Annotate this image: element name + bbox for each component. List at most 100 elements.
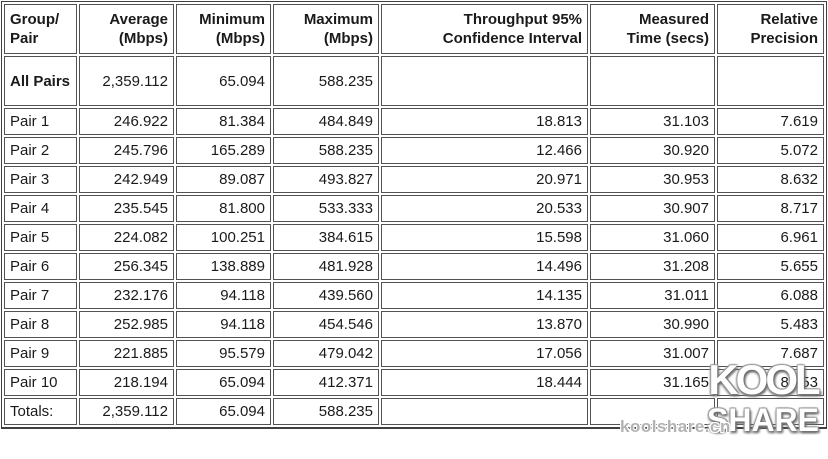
value-cell: 533.333 [273, 195, 379, 222]
row-label: Pair 9 [4, 340, 77, 367]
table-row: Pair 6 256.345 138.889 481.928 14.496 31.208 5… [4, 253, 824, 280]
value-cell: 2,359.112 [79, 56, 174, 106]
value-cell: 94.118 [176, 311, 271, 338]
value-cell: 252.985 [79, 311, 174, 338]
value-cell: 588.235 [273, 137, 379, 164]
header-line: Precision [750, 30, 818, 47]
value-cell: 81.800 [176, 195, 271, 222]
value-cell: 17.056 [381, 340, 588, 367]
value-cell: 65.094 [176, 369, 271, 396]
header-line: (Mbps) [118, 30, 168, 47]
value-cell: 30.953 [590, 166, 715, 193]
table-row: Pair 9 221.885 95.579 479.042 17.056 31.007 7.… [4, 340, 824, 367]
table-row: Pair 8 252.985 94.118 454.546 13.870 30.990 5.… [4, 311, 824, 338]
table-row: Pair 1 246.922 81.384 484.849 18.813 31.103 7.… [4, 108, 824, 135]
header-line: Maximum [303, 11, 373, 28]
throughput-results-table: Group/ Pair Average (Mbps) Minimum (Mbps… [1, 1, 827, 429]
value-cell: 81.384 [176, 108, 271, 135]
value-cell: 18.813 [381, 108, 588, 135]
value-cell: 65.094 [176, 398, 271, 425]
row-label: Pair 8 [4, 311, 77, 338]
row-label: Pair 4 [4, 195, 77, 222]
header-line: (Mbps) [323, 30, 373, 47]
header-line: Relative [760, 11, 818, 28]
value-cell: 588.235 [273, 398, 379, 425]
value-cell: 138.889 [176, 253, 271, 280]
header-line: (Mbps) [215, 30, 265, 47]
value-cell: 18.444 [381, 369, 588, 396]
value-cell: 6.088 [717, 282, 824, 309]
value-cell: 8.632 [717, 166, 824, 193]
column-header-maximum: Maximum (Mbps) [273, 4, 379, 54]
value-cell: 15.598 [381, 224, 588, 251]
value-cell: 218.194 [79, 369, 174, 396]
value-cell: 14.496 [381, 253, 588, 280]
value-cell: 481.928 [273, 253, 379, 280]
value-cell [381, 398, 588, 425]
value-cell: 484.849 [273, 108, 379, 135]
header-line: Measured [638, 11, 709, 28]
value-cell: 246.922 [79, 108, 174, 135]
table-row: All Pairs 2,359.112 65.094 588.235 [4, 56, 824, 106]
value-cell: 221.885 [79, 340, 174, 367]
row-label: Pair 5 [4, 224, 77, 251]
column-header-average: Average (Mbps) [79, 4, 174, 54]
row-label: Pair 6 [4, 253, 77, 280]
value-cell: 30.990 [590, 311, 715, 338]
header-line: Minimum [199, 11, 265, 28]
row-label: Pair 7 [4, 282, 77, 309]
value-cell: 20.971 [381, 166, 588, 193]
table-row: Totals: 2,359.112 65.094 588.235 [4, 398, 824, 425]
column-header-measured-time: Measured Time (secs) [590, 4, 715, 54]
value-cell: 479.042 [273, 340, 379, 367]
row-label: Pair 3 [4, 166, 77, 193]
header-line: Pair [10, 30, 39, 47]
value-cell: 12.466 [381, 137, 588, 164]
value-cell: 14.135 [381, 282, 588, 309]
value-cell: 7.619 [717, 108, 824, 135]
table-row: Pair 2 245.796 165.289 588.235 12.466 30.920 5… [4, 137, 824, 164]
row-label: Pair 2 [4, 137, 77, 164]
value-cell: 94.118 [176, 282, 271, 309]
value-cell: 224.082 [79, 224, 174, 251]
value-cell [717, 398, 824, 425]
table-row: Pair 4 235.545 81.800 533.333 20.533 30.907 8.… [4, 195, 824, 222]
header-line: Average [109, 11, 168, 28]
value-cell: 235.545 [79, 195, 174, 222]
value-cell: 256.345 [79, 253, 174, 280]
row-label: Pair 10 [4, 369, 77, 396]
value-cell: 232.176 [79, 282, 174, 309]
value-cell: 493.827 [273, 166, 379, 193]
header-line: Time (secs) [626, 30, 709, 47]
value-cell [590, 56, 715, 106]
column-header-group-pair: Group/ Pair [4, 4, 77, 54]
value-cell: 245.796 [79, 137, 174, 164]
value-cell: 2,359.112 [79, 398, 174, 425]
value-cell: 65.094 [176, 56, 271, 106]
value-cell: 454.546 [273, 311, 379, 338]
value-cell: 31.011 [590, 282, 715, 309]
value-cell: 95.579 [176, 340, 271, 367]
table-row: Pair 5 224.082 100.251 384.615 15.598 31.060 6… [4, 224, 824, 251]
value-cell: 31.007 [590, 340, 715, 367]
column-header-minimum: Minimum (Mbps) [176, 4, 271, 54]
table-row: Pair 7 232.176 94.118 439.560 14.135 31.011 6.… [4, 282, 824, 309]
value-cell: 6.961 [717, 224, 824, 251]
value-cell: 5.483 [717, 311, 824, 338]
value-cell: 439.560 [273, 282, 379, 309]
value-cell: 13.870 [381, 311, 588, 338]
value-cell [590, 398, 715, 425]
value-cell: 31.208 [590, 253, 715, 280]
value-cell: 30.907 [590, 195, 715, 222]
value-cell: 89.087 [176, 166, 271, 193]
value-cell: 242.949 [79, 166, 174, 193]
table-row: Pair 10 218.194 65.094 412.371 18.444 31.165 8… [4, 369, 824, 396]
row-label: Pair 1 [4, 108, 77, 135]
value-cell: 8.453 [717, 369, 824, 396]
value-cell: 31.103 [590, 108, 715, 135]
value-cell: 5.072 [717, 137, 824, 164]
value-cell [717, 56, 824, 106]
column-header-confidence-interval: Throughput 95% Confidence Interval [381, 4, 588, 54]
table-row: Pair 3 242.949 89.087 493.827 20.971 30.953 8.… [4, 166, 824, 193]
